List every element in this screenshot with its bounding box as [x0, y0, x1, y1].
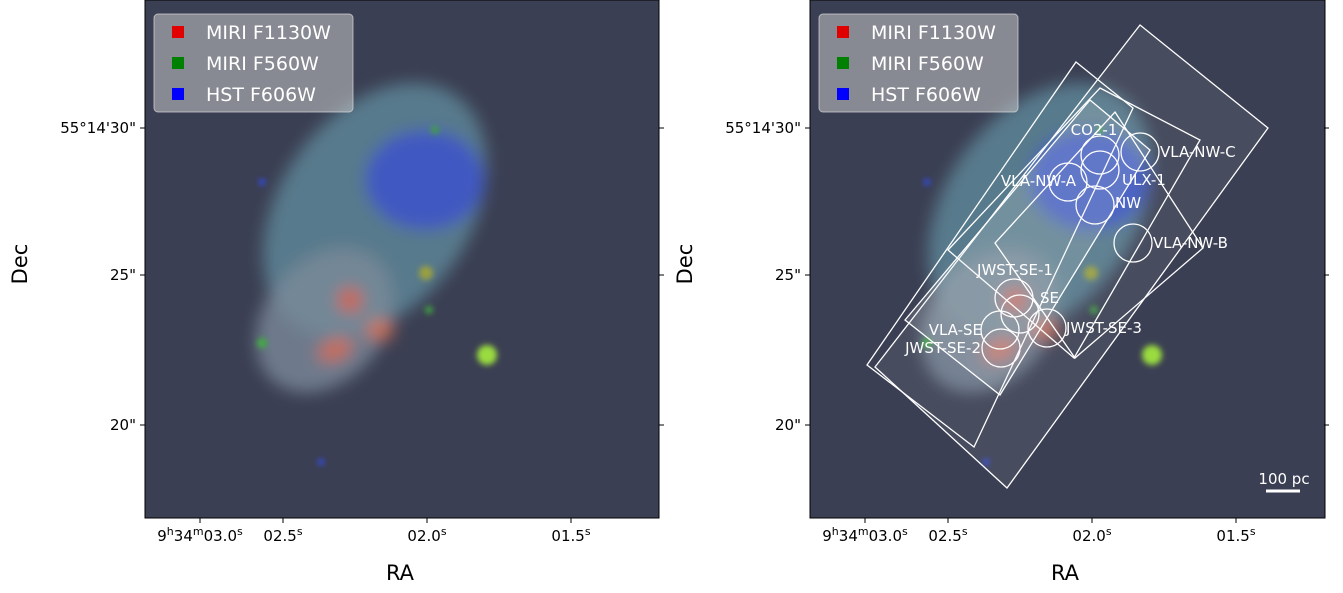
source — [419, 266, 433, 280]
y-tick-label: 55°14'30" — [60, 119, 136, 137]
legend-label: MIRI F1130W — [206, 22, 331, 44]
label-part: s — [585, 525, 591, 538]
legend-swatch — [172, 26, 184, 38]
y-tick-label: 20" — [775, 416, 801, 434]
region-label: NW — [1115, 194, 1141, 212]
source — [1142, 345, 1162, 365]
region-label: CO2-1 — [1071, 121, 1118, 139]
legend-swatch — [837, 88, 849, 100]
legend-swatch — [837, 57, 849, 69]
legend-label: MIRI F560W — [871, 53, 984, 75]
x-tick-label: 02.5s — [263, 525, 302, 545]
source — [924, 179, 930, 185]
label-part: 9 — [157, 527, 167, 545]
x-tick-label: 02.0s — [407, 525, 446, 545]
label-part: 02.5 — [928, 527, 961, 545]
legend-label: MIRI F560W — [206, 53, 319, 75]
y-tick-label: 55°14'30" — [725, 119, 801, 137]
region-label: VLA-NW-A — [1001, 172, 1077, 190]
label-part: s — [1250, 525, 1256, 538]
label-part: s — [297, 525, 303, 538]
label-part: 01.5 — [551, 527, 584, 545]
source — [477, 345, 497, 365]
label-part: s — [237, 525, 243, 538]
source — [257, 338, 267, 348]
label-part: s — [1106, 525, 1112, 538]
label-part: s — [441, 525, 447, 538]
label-part: 03.0 — [869, 527, 902, 545]
legend: MIRI F1130W MIRI F560W HST F606W — [154, 14, 353, 112]
x-axis-label: RA — [1051, 561, 1080, 585]
source — [425, 306, 433, 314]
figure: 55°14'30"25"20"9h34m03.0s02.5s02.0s01.5s… — [0, 0, 1343, 589]
y-axis-label: Dec — [8, 244, 32, 285]
legend-swatch — [837, 26, 849, 38]
label-part: h — [167, 525, 174, 538]
label-part: s — [962, 525, 968, 538]
label-part: m — [858, 525, 869, 538]
region-label: SE — [1040, 289, 1059, 307]
label-part: 02.0 — [1072, 527, 1105, 545]
emission — [365, 130, 485, 230]
label-part: 34 — [174, 527, 193, 545]
label-part: 9 — [822, 527, 832, 545]
y-tick-label: 25" — [110, 266, 136, 284]
x-tick-label: 02.0s — [1072, 525, 1111, 545]
region-label: VLA-NW-B — [1153, 234, 1228, 252]
y-axis-label: Dec — [673, 244, 697, 285]
label-part: 34 — [839, 527, 858, 545]
x-tick-label: 9h34m03.0s — [157, 525, 243, 545]
scale-bar-label: 100 pc — [1258, 470, 1309, 488]
y-tick-label: 25" — [775, 266, 801, 284]
label-part: 01.5 — [1216, 527, 1249, 545]
label-part: s — [902, 525, 908, 538]
emission — [366, 320, 394, 340]
label-part: h — [832, 525, 839, 538]
x-axis-label: RA — [386, 561, 415, 585]
region-label: JWST-SE-2 — [904, 339, 981, 357]
legend-swatch — [172, 88, 184, 100]
region-label: VLA-SE — [929, 321, 982, 339]
y-tick-label: 20" — [110, 416, 136, 434]
region-label: VLA-NW-C — [1160, 143, 1236, 161]
label-part: m — [193, 525, 204, 538]
source — [431, 126, 439, 134]
x-tick-label: 02.5s — [928, 525, 967, 545]
x-tick-label: 9h34m03.0s — [822, 525, 908, 545]
x-tick-label: 01.5s — [1216, 525, 1255, 545]
label-part: 02.0 — [407, 527, 440, 545]
legend-label: HST F606W — [206, 84, 316, 106]
legend-label: HST F606W — [871, 84, 981, 106]
legend: MIRI F1130W MIRI F560W HST F606W — [819, 14, 1018, 112]
legend-swatch — [172, 57, 184, 69]
region-label: JWST-SE-1 — [976, 261, 1053, 279]
x-tick-label: 01.5s — [551, 525, 590, 545]
emission — [338, 288, 362, 312]
source — [318, 459, 324, 465]
region-label: JWST-SE-3 — [1065, 319, 1142, 337]
panel: 55°14'30"25"20"9h34m03.0s02.5s02.0s01.5s… — [8, 0, 664, 585]
source — [259, 179, 265, 185]
region-label: ULX-1 — [1122, 171, 1166, 189]
label-part: 02.5 — [263, 527, 296, 545]
label-part: 03.0 — [204, 527, 237, 545]
legend-label: MIRI F1130W — [871, 22, 996, 44]
